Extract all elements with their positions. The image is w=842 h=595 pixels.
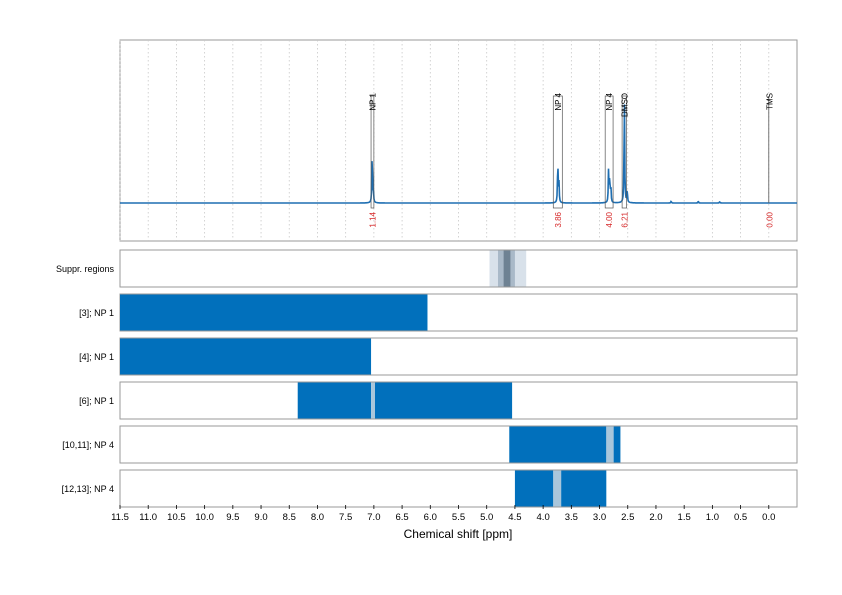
track: [6]; NP 1	[79, 381, 798, 420]
x-tick-label: 9.5	[226, 512, 239, 523]
track-segment	[120, 338, 372, 375]
x-tick-label: 8.5	[283, 512, 296, 523]
region-tracks: Suppr. regions [3]; NP 1 [4]; NP 1 [6]; NP …	[56, 249, 798, 508]
x-tick-label: 3.0	[593, 512, 606, 523]
annotation-value: 4.00	[605, 211, 614, 227]
track-segment	[514, 470, 554, 507]
x-tick-label: 3.5	[565, 512, 578, 523]
x-tick-label: 4.5	[508, 512, 521, 523]
x-tick-label: 11.5	[111, 512, 129, 523]
x-tick-label: 1.0	[706, 512, 719, 523]
track-segment	[375, 382, 513, 419]
track-frame	[119, 425, 798, 464]
annotation-label: NP 4	[605, 92, 614, 110]
annotation-label: NP 1	[368, 92, 377, 110]
x-tick-label: 1.5	[678, 512, 691, 523]
track-segment	[120, 294, 428, 331]
track: [4]; NP 1	[79, 337, 798, 376]
annotation-value: 6.21	[620, 211, 629, 227]
annotation-value: 0.00	[765, 211, 774, 227]
x-axis: 11.5 11.0 10.5 10.0 9.5 9.0 8.5 8.0 7.5 7.0 6.5 6.0…	[111, 505, 775, 523]
x-tick-label: 7.5	[339, 512, 352, 523]
x-tick-label: 4.0	[537, 512, 550, 523]
x-tick-label: 2.5	[621, 512, 634, 523]
track-frame	[119, 249, 798, 288]
track-frame	[119, 469, 798, 508]
annotation-box	[552, 95, 563, 209]
track-label: [12,13]; NP 4	[62, 484, 114, 494]
track-label: [4]; NP 1	[79, 352, 114, 362]
track: [3]; NP 1	[79, 293, 798, 332]
annotation-value: 1.14	[368, 211, 377, 227]
track-segment	[297, 382, 372, 419]
annotation-box	[370, 95, 375, 209]
track-segment	[371, 382, 376, 419]
track-label: [6]; NP 1	[79, 396, 114, 406]
annotation-label: NP 4	[554, 92, 563, 110]
annotation-box	[621, 95, 627, 209]
x-axis-label: Chemical shift [ppm]	[404, 527, 513, 541]
track-segment	[509, 426, 607, 463]
x-tick-label: 6.5	[395, 512, 408, 523]
track-label: [10,11]; NP 4	[62, 440, 114, 450]
x-tick-label: 11.0	[139, 512, 157, 523]
x-tick-label: 5.0	[480, 512, 493, 523]
annotation-label: TMS	[765, 93, 774, 110]
annotation-label: DMSO	[620, 93, 629, 117]
annotation-box	[604, 95, 614, 209]
x-tick-label: 5.5	[452, 512, 465, 523]
x-tick-label: 10.0	[195, 512, 214, 523]
annotation-value: 3.86	[554, 211, 563, 227]
x-tick-label: 8.0	[311, 512, 324, 523]
track-segment	[613, 426, 621, 463]
track-label: Suppr. regions	[56, 264, 115, 274]
x-tick-label: 9.0	[254, 512, 267, 523]
spectrum-panel: NP 1 1.14 NP 4 3.86 NP 4 4.00 DMSO 6.21 TMS 0.00	[119, 39, 798, 242]
spectrum-line	[120, 104, 797, 204]
track-segment	[561, 470, 607, 507]
track-label: [3]; NP 1	[79, 308, 114, 318]
x-tick-label: 10.5	[167, 512, 186, 523]
x-tick-label: 0.0	[762, 512, 775, 523]
track: [10,11]; NP 4	[62, 425, 798, 464]
track: [12,13]; NP 4	[62, 469, 798, 508]
x-tick-label: 6.0	[424, 512, 437, 523]
track: Suppr. regions	[56, 249, 798, 288]
track-segment	[503, 250, 511, 287]
track-segment	[553, 470, 562, 507]
x-tick-label: 0.5	[734, 512, 747, 523]
track-segment	[606, 426, 614, 463]
x-tick-label: 7.0	[367, 512, 380, 523]
x-tick-label: 2.0	[649, 512, 662, 523]
